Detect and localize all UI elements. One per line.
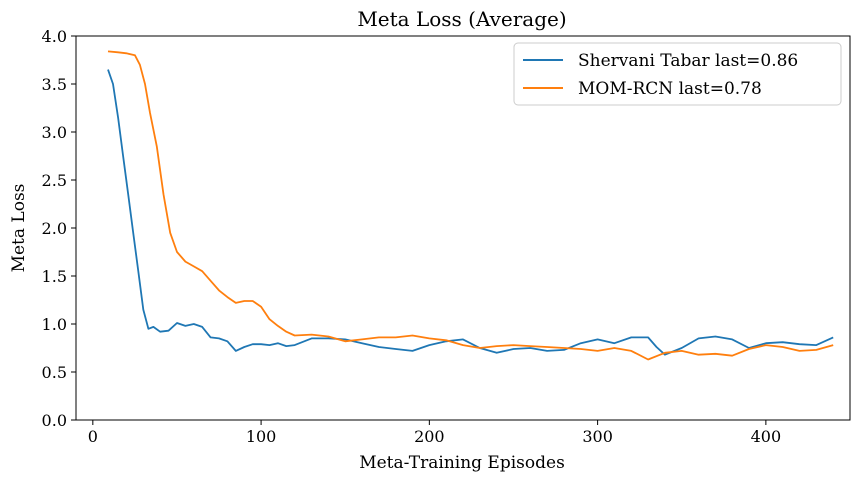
x-tick-label-200: 200 bbox=[414, 427, 445, 446]
y-axis-label: Meta Loss bbox=[9, 184, 29, 273]
x-axis-ticks: 0 100 200 300 400 bbox=[88, 420, 781, 446]
legend-label-shervani-tabar: Shervani Tabar last=0.86 bbox=[578, 51, 798, 71]
y-tick-label-2.0: 2.0 bbox=[42, 219, 67, 238]
y-tick-label-1.0: 1.0 bbox=[42, 315, 67, 334]
y-tick-label-0.0: 0.0 bbox=[42, 411, 67, 430]
y-tick-label-0.5: 0.5 bbox=[42, 363, 67, 382]
y-tick-label-4.0: 4.0 bbox=[42, 27, 67, 46]
chart-title: Meta Loss (Average) bbox=[357, 7, 566, 31]
x-axis-label: Meta-Training Episodes bbox=[359, 453, 565, 473]
x-tick-label-100: 100 bbox=[246, 427, 277, 446]
x-tick-label-300: 300 bbox=[582, 427, 613, 446]
y-tick-label-3.5: 3.5 bbox=[42, 75, 67, 94]
x-tick-label-0: 0 bbox=[88, 427, 98, 446]
y-tick-label-3.0: 3.0 bbox=[42, 123, 67, 142]
y-tick-label-1.5: 1.5 bbox=[42, 267, 67, 286]
y-tick-label-2.5: 2.5 bbox=[42, 171, 67, 190]
x-tick-label-400: 400 bbox=[751, 427, 782, 446]
series-layer bbox=[107, 50, 834, 361]
legend-box bbox=[513, 42, 842, 106]
series-line-shervani-tabar bbox=[107, 69, 834, 356]
legend-label-mom-rcn: MOM-RCN last=0.78 bbox=[578, 79, 762, 99]
y-axis-ticks: 0.0 0.5 1.0 1.5 2.0 2.5 3.0 3.5 4.0 bbox=[42, 27, 76, 430]
series-line-mom-rcn bbox=[107, 50, 834, 361]
legend: Shervani Tabar last=0.86 MOM-RCN last=0.… bbox=[513, 42, 842, 106]
